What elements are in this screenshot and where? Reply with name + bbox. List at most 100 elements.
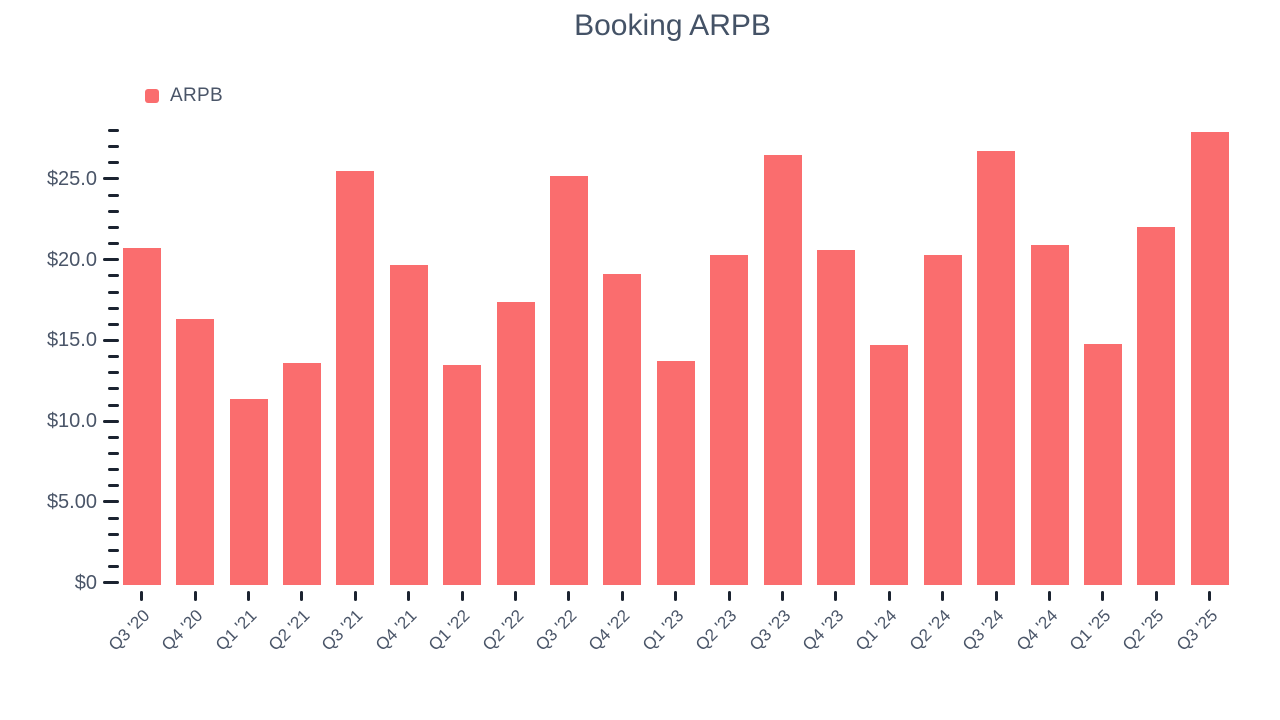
x-axis-label-q3-22: Q3 '22	[531, 605, 581, 655]
x-axis-tick-q3-23	[781, 591, 784, 601]
y-axis-tick-28	[108, 129, 119, 132]
x-axis-label-q2-23: Q2 '23	[691, 605, 741, 655]
x-axis-tick-q1-24	[887, 591, 891, 601]
x-axis-tick-q1-21	[247, 591, 250, 601]
y-axis-tick-14	[108, 355, 119, 359]
y-axis-tick-19	[108, 274, 119, 278]
y-axis-tick-16	[108, 322, 119, 326]
y-axis-tick-18	[108, 290, 119, 294]
x-axis-label-q3-21: Q3 '21	[318, 605, 367, 655]
x-axis-tick-q4-22	[620, 591, 624, 601]
y-axis-tick-7	[108, 468, 119, 472]
bar-q4-21[interactable]	[389, 264, 428, 586]
x-axis-label-q1-24: Q1 '24	[852, 605, 901, 655]
y-axis-tick-17	[108, 306, 119, 310]
x-axis-tick-q3-21	[353, 591, 357, 601]
y-axis-label-20: $20.0	[46, 248, 97, 271]
chart-title: Booking ARPB	[574, 9, 771, 42]
y-axis-tick-13	[108, 371, 119, 375]
y-axis-tick-12	[108, 387, 119, 391]
bar-q1-25[interactable]	[1083, 343, 1122, 586]
y-axis-tick-0	[102, 581, 119, 585]
y-axis-tick-23	[108, 209, 119, 213]
x-axis-tick-q4-21	[407, 591, 411, 601]
bar-q3-22[interactable]	[549, 175, 588, 586]
x-axis-label-q3-23: Q3 '23	[745, 605, 794, 655]
x-axis-label-q1-25: Q1 '25	[1065, 605, 1115, 655]
y-axis-label-10: $10.0	[46, 410, 97, 433]
bar-q3-23[interactable]	[763, 154, 802, 586]
y-axis-tick-10	[102, 419, 119, 423]
x-axis-label-q1-22: Q1 '22	[424, 605, 474, 655]
bar-q4-20[interactable]	[176, 319, 215, 586]
bar-q1-22[interactable]	[443, 364, 482, 586]
x-axis-tick-q1-25	[1101, 591, 1105, 601]
x-axis-tick-q4-24	[1048, 591, 1051, 601]
legend[interactable]: ARPB	[145, 82, 223, 110]
y-axis-tick-15	[102, 338, 119, 342]
bar-q2-21[interactable]	[282, 363, 321, 586]
x-axis-tick-q3-20	[140, 591, 144, 601]
x-axis-label-q3-20: Q3 '20	[104, 605, 154, 655]
y-axis-tick-5	[102, 500, 119, 504]
x-axis-tick-q4-23	[834, 591, 838, 601]
x-axis-tick-q2-25	[1154, 591, 1158, 601]
y-axis-tick-1	[108, 565, 119, 569]
bar-q4-23[interactable]	[816, 250, 855, 586]
y-axis-tick-3	[108, 532, 119, 536]
y-axis-label-5: $5.00	[46, 490, 97, 513]
y-axis-tick-25	[102, 177, 119, 181]
x-axis-label-q4-20: Q4 '20	[157, 605, 207, 655]
x-axis-tick-q2-23	[727, 591, 731, 601]
x-axis-tick-q4-20	[193, 591, 197, 601]
x-axis-tick-q2-21	[300, 591, 304, 601]
y-axis-tick-26	[108, 161, 119, 165]
x-axis-label-q4-24: Q4 '24	[1012, 605, 1061, 655]
y-axis-tick-6	[108, 484, 119, 488]
x-axis-label-q2-24: Q2 '24	[905, 605, 955, 655]
bar-q2-24[interactable]	[923, 254, 962, 586]
y-axis-label-25: $25.0	[46, 167, 97, 190]
bar-q3-20[interactable]	[122, 248, 161, 586]
x-axis-label-q4-21: Q4 '21	[371, 605, 421, 655]
bar-q2-22[interactable]	[496, 301, 535, 586]
bar-q1-23[interactable]	[656, 361, 695, 586]
y-axis-tick-22	[108, 225, 119, 229]
x-axis-tick-q3-25	[1208, 591, 1212, 601]
x-axis-label-q3-25: Q3 '25	[1172, 605, 1222, 655]
legend-swatch-arpb	[145, 89, 159, 103]
x-axis-label-q4-22: Q4 '22	[585, 605, 634, 655]
bar-q2-23[interactable]	[710, 254, 749, 586]
bar-q1-24[interactable]	[870, 345, 909, 586]
x-axis-tick-q1-23	[674, 591, 678, 601]
x-axis-tick-q2-22	[514, 591, 517, 601]
y-axis-tick-27	[108, 145, 119, 149]
bar-q3-21[interactable]	[336, 170, 375, 586]
x-axis-tick-q2-24	[941, 591, 945, 601]
x-axis-label-q3-24: Q3 '24	[958, 605, 1008, 655]
bar-q3-25[interactable]	[1190, 132, 1229, 586]
x-axis-label-q2-21: Q2 '21	[264, 605, 314, 655]
x-axis-tick-q1-22	[460, 591, 464, 601]
x-axis-label-q2-22: Q2 '22	[478, 605, 527, 655]
y-axis-tick-8	[108, 452, 119, 455]
y-axis-tick-11	[108, 403, 119, 407]
bar-q4-22[interactable]	[603, 274, 642, 586]
y-axis-tick-20	[102, 258, 119, 262]
bar-q1-21[interactable]	[229, 398, 268, 586]
y-axis-tick-2	[108, 548, 119, 552]
bar-q2-25[interactable]	[1137, 227, 1176, 586]
y-axis-label-15: $15.0	[46, 329, 97, 352]
x-axis-label-q4-23: Q4 '23	[798, 605, 848, 655]
y-axis-tick-4	[108, 516, 119, 520]
y-axis-tick-24	[108, 193, 119, 197]
x-axis-tick-q3-24	[994, 591, 998, 601]
bar-q3-24[interactable]	[977, 151, 1016, 586]
x-axis-tick-q3-22	[567, 591, 571, 601]
y-axis-tick-21	[108, 242, 119, 246]
y-axis-tick-9	[108, 435, 119, 439]
x-axis-label-q1-21: Q1 '21	[211, 605, 260, 655]
legend-label-arpb: ARPB	[170, 85, 223, 106]
bar-q4-24[interactable]	[1030, 245, 1069, 586]
